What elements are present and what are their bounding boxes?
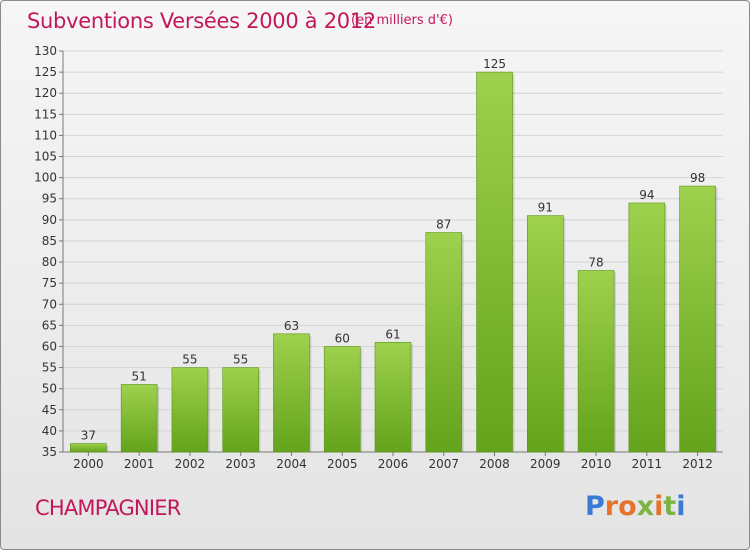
y-tick-labels: 35 40 45 50 55 60 65 70 75 80 85 90 95 100 105 110 115 12… xyxy=(34,44,57,459)
logo-letter: i xyxy=(676,491,686,522)
data-labels: 37 51 55 55 63 60 61 87 125 91 78 94 98 xyxy=(81,57,706,442)
data-label: 91 xyxy=(538,201,553,215)
data-label: 55 xyxy=(233,353,248,367)
bar-2001 xyxy=(120,384,158,453)
logo-letter: o xyxy=(618,491,637,522)
x-tick-label: 2006 xyxy=(378,457,409,471)
data-label: 63 xyxy=(284,319,299,333)
x-tick-label: 2009 xyxy=(530,457,561,471)
data-label: 51 xyxy=(132,369,147,383)
y-tick-label: 125 xyxy=(34,65,57,79)
bar-2010 xyxy=(577,270,615,453)
y-tick-label: 55 xyxy=(42,361,57,375)
x-tick-label: 2010 xyxy=(581,457,612,471)
data-label: 60 xyxy=(335,331,350,345)
logo-letter: P xyxy=(585,491,605,522)
y-tick-label: 50 xyxy=(42,382,57,396)
x-tick-label: 2004 xyxy=(276,457,307,471)
bar-2007 xyxy=(425,232,463,453)
bar-2005 xyxy=(323,346,361,453)
proxiti-logo[interactable]: Proxiti xyxy=(585,491,686,522)
chart-title: Subventions Versées 2000 à 2012 xyxy=(27,9,376,33)
y-tick-label: 95 xyxy=(42,192,57,206)
x-tick-label: 2003 xyxy=(225,457,256,471)
y-tick-label: 40 xyxy=(42,424,57,438)
chart-subtitle: (en milliers d'€) xyxy=(351,13,453,28)
logo-letter: t xyxy=(663,491,677,522)
y-tick-label: 115 xyxy=(34,107,57,121)
bar-2002 xyxy=(171,367,209,453)
bar-2003 xyxy=(222,367,259,453)
x-tick-labels: 2000 2001 2002 2003 2004 2005 2006 2007 2008 2009… xyxy=(73,457,713,471)
y-tick-label: 60 xyxy=(42,339,57,353)
y-tick-label: 110 xyxy=(34,128,57,142)
bar-2009 xyxy=(527,215,564,453)
x-tick-label: 2001 xyxy=(124,457,155,471)
logo-letter: x xyxy=(636,491,655,522)
y-tick-label: 70 xyxy=(42,297,57,311)
data-label: 125 xyxy=(483,57,506,71)
x-tick-label: 2011 xyxy=(632,457,663,471)
y-tick-label: 120 xyxy=(34,86,57,100)
y-tick-label: 45 xyxy=(42,403,57,417)
bar-2012 xyxy=(679,185,716,453)
y-tick-label: 35 xyxy=(42,445,57,459)
data-label: 61 xyxy=(385,327,400,341)
bar-2006 xyxy=(374,341,412,453)
x-tick-label: 2000 xyxy=(73,457,104,471)
x-tick-label: 2002 xyxy=(175,457,206,471)
bar-2008 xyxy=(476,71,513,453)
x-tick-label: 2007 xyxy=(428,457,459,471)
y-tick-label: 100 xyxy=(34,171,57,185)
y-tick-label: 65 xyxy=(42,318,57,332)
y-tick-label: 75 xyxy=(42,276,57,290)
y-tick-label: 105 xyxy=(34,150,57,164)
data-label: 98 xyxy=(690,171,705,185)
y-tick-label: 85 xyxy=(42,234,57,248)
bar-2011 xyxy=(628,202,666,453)
y-tick-label: 80 xyxy=(42,255,57,269)
x-tick-label: 2005 xyxy=(327,457,358,471)
commune-name: CHAMPAGNIER xyxy=(35,496,181,520)
bar-2000 xyxy=(70,443,107,453)
logo-letter: r xyxy=(604,491,619,522)
data-label: 55 xyxy=(182,353,197,367)
x-tick-label: 2012 xyxy=(682,457,713,471)
data-label: 37 xyxy=(81,429,96,443)
data-label: 94 xyxy=(639,188,654,202)
data-label: 87 xyxy=(436,218,451,232)
data-label: 78 xyxy=(588,255,603,269)
bars xyxy=(70,71,718,453)
logo-letter: i xyxy=(654,491,664,522)
x-tick-label: 2008 xyxy=(479,457,510,471)
y-tick-label: 90 xyxy=(42,213,57,227)
y-tick-label: 130 xyxy=(34,44,57,58)
bar-2004 xyxy=(273,333,310,453)
